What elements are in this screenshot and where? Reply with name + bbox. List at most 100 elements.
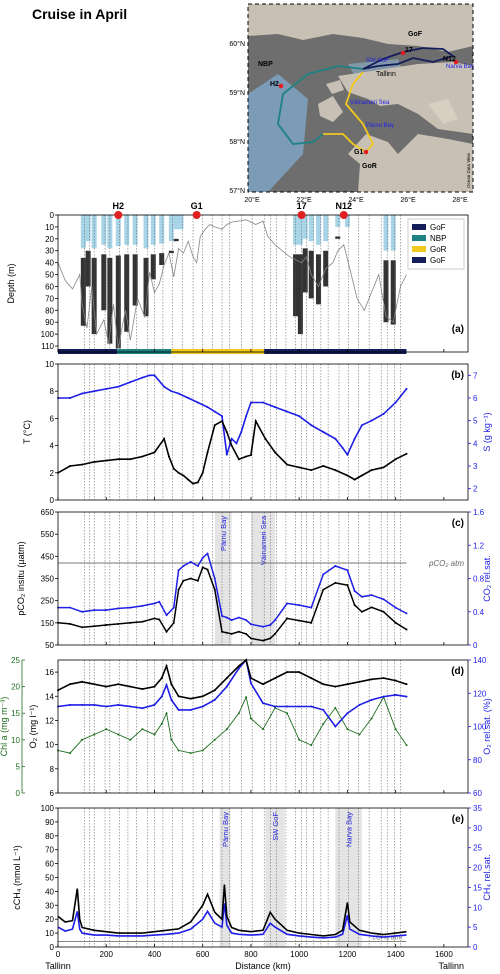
panel-a-cast-surface: [143, 215, 149, 249]
panel-d-series-o2-point: [382, 677, 385, 680]
panel-b-y-tick-label: 6: [50, 414, 55, 423]
panel-c-series-co2-relsat-point: [213, 577, 216, 580]
panel-d-series-o2-relsat-point: [405, 695, 408, 698]
panel-b-series-salinity-point: [370, 419, 373, 422]
panel-d-series-o2-point: [117, 683, 120, 686]
panel-c-series-pco2-point: [286, 617, 289, 620]
map-panel: H2 G1 17 N12 NBP GoF GoR Tallinn SW GoF Väinameri…: [229, 3, 474, 204]
panel-c-series-co2-relsat-point: [370, 594, 373, 597]
panel-d-series-chl-point: [394, 728, 397, 731]
panel-c-series-pco2-point: [158, 618, 161, 621]
map-frame: [247, 3, 474, 193]
panel-d-series-o2-point: [165, 665, 168, 668]
panel-b-series-temperature-point: [196, 481, 199, 484]
panel-d-series-o2-relsat-point: [298, 705, 301, 708]
panel-c-series-co2-relsat: [58, 552, 407, 628]
panel-b-series-temperature-point: [177, 471, 180, 474]
panel-a-frame: [57, 214, 469, 353]
panel-b-series-temperature-point: [382, 466, 385, 469]
panel-d-series-o2-point: [334, 685, 337, 688]
panel-d-series-o2-relsat-point: [69, 703, 72, 706]
panel-b-series-salinity-point: [221, 415, 223, 418]
panel-c-series-co2-relsat-point: [249, 623, 252, 626]
panel-b-y-tick-label: 10: [45, 360, 54, 369]
panel-a-cast-deep: [150, 254, 156, 280]
panel-c-series-co2-relsat-point: [322, 573, 325, 576]
panel-b-series-temperature: [57, 418, 407, 485]
panel-d-series-chl-point: [105, 728, 108, 731]
panel-a-y-tick-label: 80: [45, 306, 54, 315]
map-station-label: N12: [443, 56, 456, 63]
panel-a-cast-surface: [297, 215, 303, 245]
panel-a-station-marker: [339, 211, 348, 219]
panel-c-series-co2-relsat-point: [382, 598, 385, 601]
panel-d-series-o2-point: [274, 677, 277, 680]
panel-d-series-o2-relsat-point: [177, 708, 180, 711]
panel-a-cast-deep: [173, 238, 179, 242]
panel-a-cast-surface: [344, 215, 350, 227]
panel-c-series-co2-relsat-point: [105, 609, 108, 612]
map-land-finland: [248, 4, 473, 52]
panel-d-series-o2-relsat-point: [93, 703, 96, 706]
panel-c-series-pco2-point: [69, 622, 72, 625]
panel-e-y-tick-label: 100: [41, 804, 55, 813]
panel-e-x-end-label: Tallinn: [438, 961, 464, 971]
panel-b-y2-tick-label: 6: [473, 394, 478, 403]
panel-a-cast-deep: [168, 250, 174, 254]
panel-c-series-co2-relsat-point: [334, 565, 337, 568]
panel-d-series-chl-point: [129, 738, 132, 741]
panel-c-region-label: Väinameri Sea: [259, 515, 268, 565]
panel-d-series-chl-point: [237, 712, 240, 715]
panel-a-segment: [264, 349, 407, 354]
map-island-saaremaa: [318, 96, 343, 122]
panel-a-legend-swatch: [412, 246, 426, 252]
panel-d-series-o2-relsat-point: [105, 705, 108, 708]
panel-d-series-o2-point: [69, 683, 72, 686]
panel-d-series-o2-relsat-point: [81, 703, 84, 706]
map-island-hiiumaa: [326, 80, 344, 94]
panel-d-series-chl-point: [262, 728, 264, 731]
panel-c-y2-tick-label: 1.6: [473, 508, 485, 517]
panel-b-series-salinity-point: [249, 401, 252, 404]
panel-b-series-temperature-point: [353, 478, 356, 481]
panel-b-series-temperature-point: [274, 451, 277, 454]
panel-c-series-pco2-point: [269, 637, 272, 640]
panel-b-y2-tick-label: 2: [473, 485, 478, 494]
panel-e-xtick-label: 600: [196, 950, 210, 959]
panel-a-cast-surface: [178, 215, 184, 230]
panel-a-cast-deep: [335, 236, 341, 239]
panel-e-y2-tick-label: 15: [473, 883, 482, 892]
panel-c-series-pco2-point: [334, 581, 337, 584]
panel-e-y-tick-label: 10: [45, 929, 54, 938]
panel-d-series-o2-point: [322, 683, 325, 686]
panel-d-series-o2-relsat: [57, 658, 407, 728]
panel-c-series-co2-relsat-point: [93, 609, 96, 612]
panel-d-series-o2-relsat-point: [117, 703, 120, 706]
panel-a-y-tick-label: 100: [41, 330, 55, 339]
panel-d-chl-tick-label: 10: [11, 736, 20, 745]
panel-a-cast-surface: [293, 215, 299, 245]
map-lon-label: 24°E: [348, 196, 364, 204]
panel-a-cast-surface: [315, 215, 321, 245]
panel-d-series-chl-point: [141, 728, 144, 731]
panel-c-y-tick-label: 350: [41, 575, 55, 584]
map-region-label: GoF: [408, 31, 423, 38]
panel-d-y-tick-label: 8: [50, 765, 55, 774]
panel-c-series-pco2-point: [105, 624, 108, 627]
panel-e-y-tick-label: 30: [45, 901, 54, 910]
panel-c-series-pco2-point: [196, 579, 199, 582]
panel-b-series-salinity-point: [81, 392, 84, 395]
panel-b-series-temperature-point: [117, 458, 120, 461]
panel-b-series-salinity-point: [382, 412, 385, 415]
panel-b-series-temperature-point: [310, 469, 313, 472]
panel-d-series-o2-point: [177, 695, 180, 698]
panel-e-xtick-label: 200: [100, 950, 114, 959]
panel-c-series-co2-relsat-point: [165, 614, 168, 617]
panel-b-series-temperature-point: [286, 463, 289, 466]
panel-b-series-salinity-point: [341, 446, 344, 449]
panel-b-series-temperature-point: [163, 437, 166, 440]
panel-b-series-temperature-point: [322, 465, 325, 467]
panel-d-series-chl-point: [189, 752, 192, 755]
panel-d-series-o2-relsat-point: [394, 693, 397, 696]
panel-b-series-salinity-point: [93, 390, 96, 393]
